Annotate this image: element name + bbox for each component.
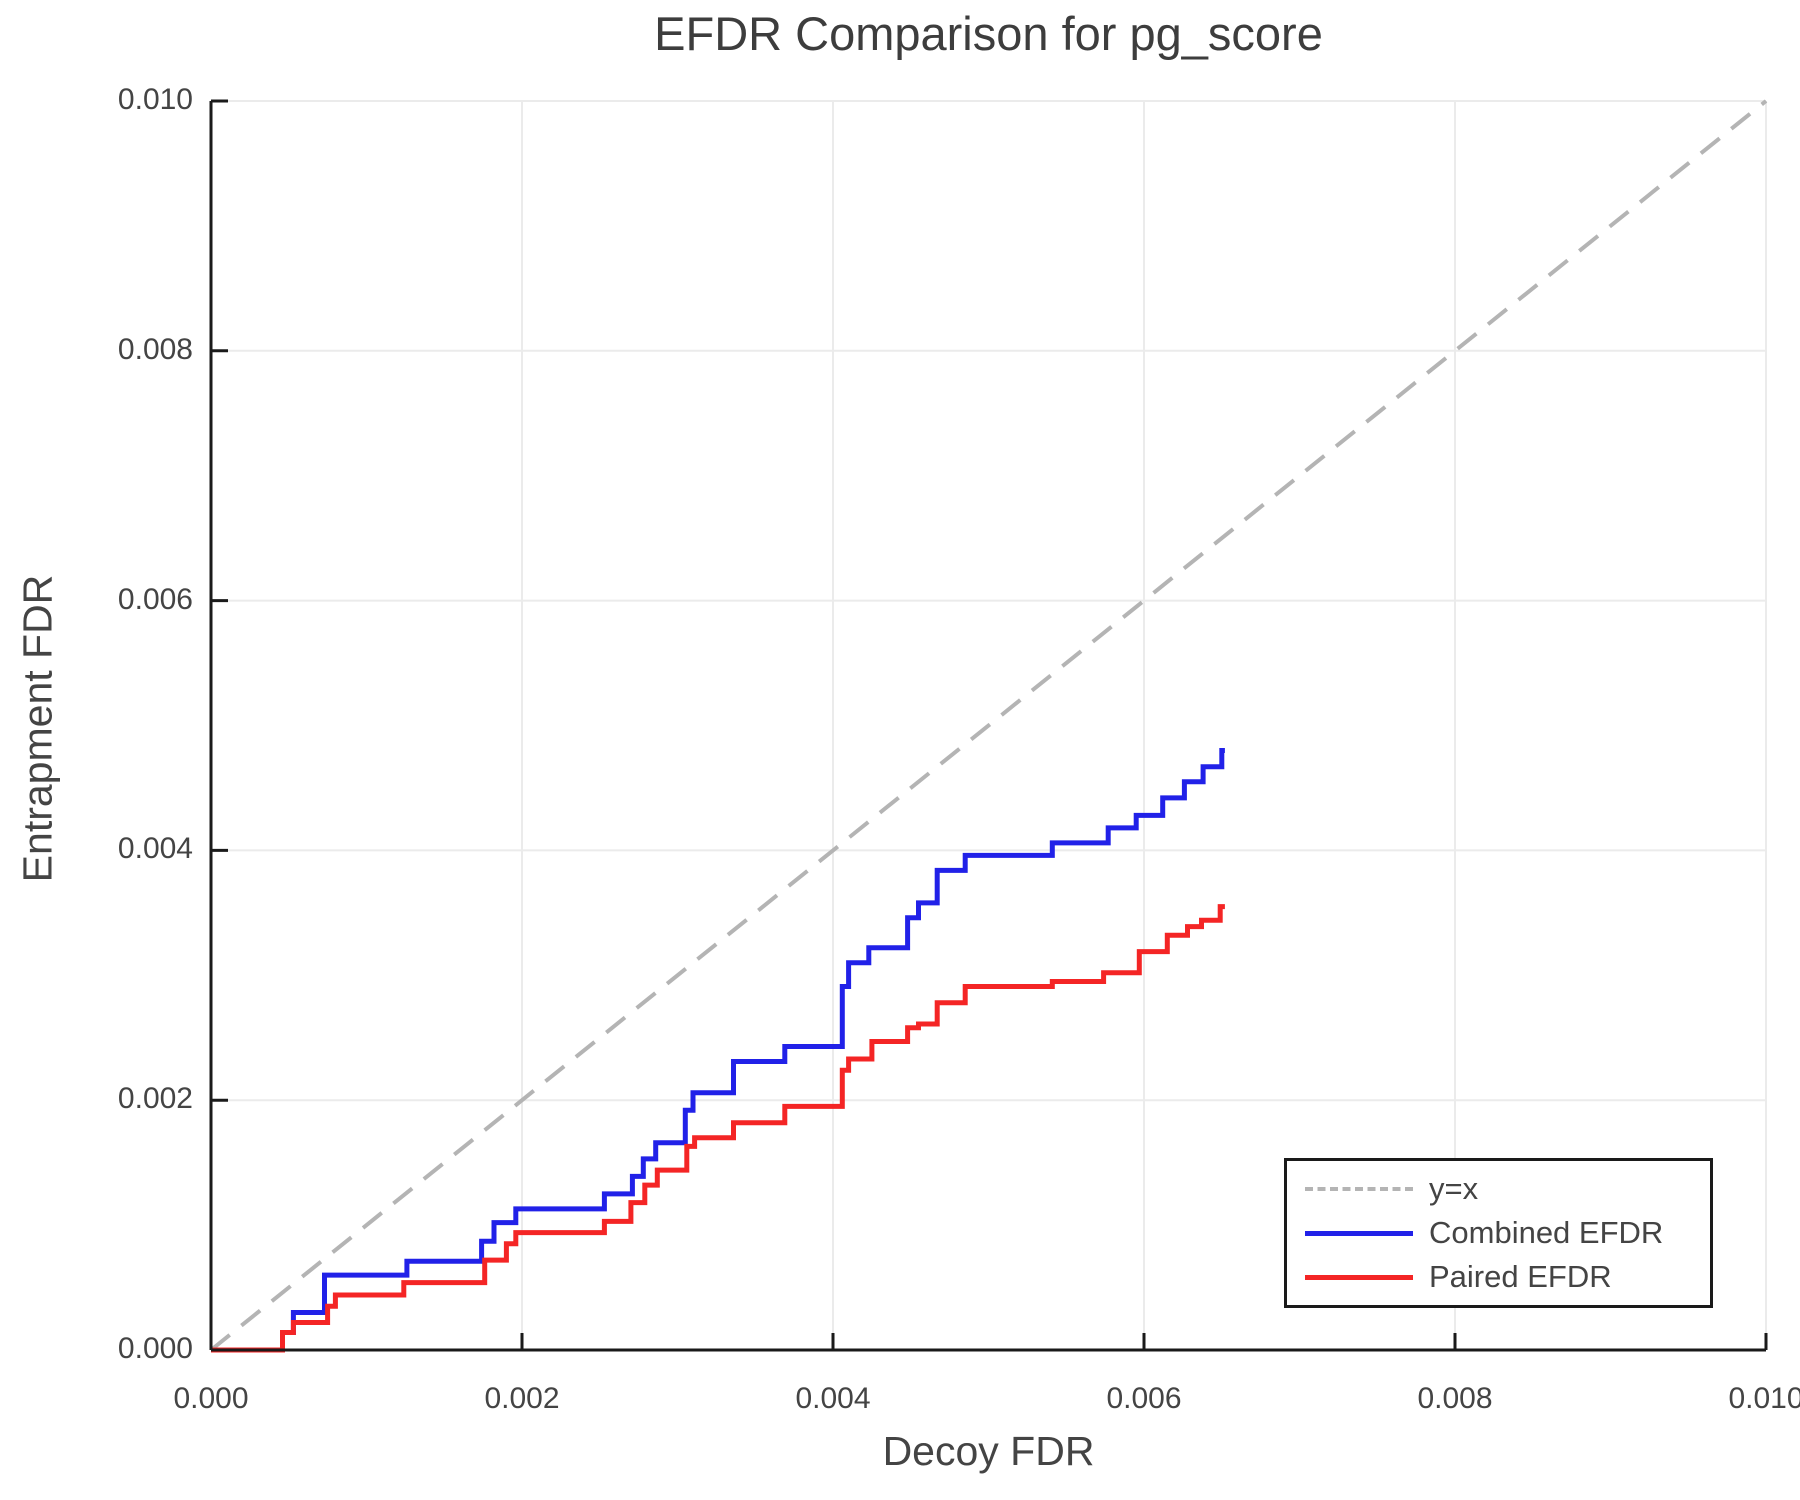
- x-tick-label: 0.010: [1728, 1382, 1800, 1415]
- y-tick-label: 0.004: [117, 832, 193, 866]
- identity-line: [209, 99, 1768, 1352]
- legend-row-combined: Combined EFDR: [1305, 1213, 1710, 1253]
- legend-row-identity: y=x: [1305, 1169, 1710, 1209]
- x-tick-label: 0.000: [173, 1382, 249, 1415]
- x-tick-label: 0.004: [795, 1382, 871, 1415]
- y-tick-label: 0.006: [117, 582, 193, 616]
- y-tick-label: 0.008: [117, 332, 193, 366]
- y-axis-label: Entrapment FDR: [14, 574, 61, 883]
- chart-title: EFDR Comparison for pg_score: [654, 7, 1323, 60]
- x-tick-label: 0.006: [1106, 1382, 1182, 1415]
- dashed-line-sample-icon: [1305, 1187, 1413, 1191]
- red-line-sample-icon: [1305, 1274, 1413, 1280]
- x-tick-label: 0.008: [1417, 1382, 1493, 1415]
- y-tick-label: 0.010: [117, 83, 193, 116]
- blue-line-sample-icon: [1305, 1230, 1413, 1236]
- legend-label-combined: Combined EFDR: [1429, 1214, 1664, 1250]
- legend: y=x Combined EFDR Paired EFDR: [1284, 1158, 1713, 1308]
- legend-label-paired: Paired EFDR: [1429, 1258, 1612, 1294]
- legend-row-paired: Paired EFDR: [1305, 1257, 1710, 1297]
- y-tick-label: 0.000: [117, 1332, 193, 1365]
- combined-efdr-line: [211, 748, 1225, 1353]
- x-axis-label: Decoy FDR: [882, 1428, 1095, 1474]
- y-tick-label: 0.002: [117, 1082, 193, 1116]
- x-tick-label: 0.002: [484, 1382, 560, 1415]
- legend-label-identity: y=x: [1429, 1170, 1479, 1206]
- paired-efdr-line: [211, 904, 1225, 1353]
